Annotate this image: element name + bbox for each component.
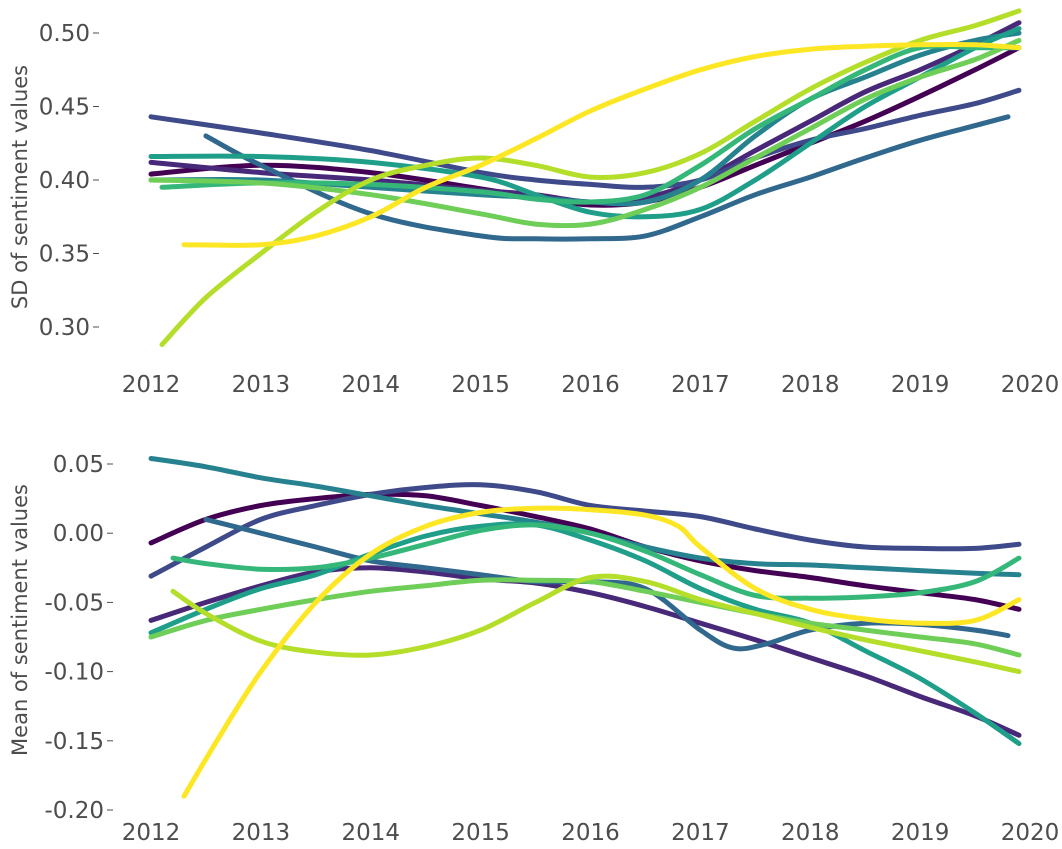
- series-line-8: [148, 577, 1022, 658]
- series-line-6: [148, 521, 1022, 747]
- y-axis-title: Mean of sentiment values: [8, 484, 32, 756]
- x-tick-label: 2013: [232, 372, 291, 398]
- x-tick-label: 2016: [561, 820, 620, 844]
- x-tick-label: 2012: [122, 820, 181, 844]
- chart-panel-2: Mean of sentiment values -0.20 -0.15 -0.10 -…: [8, 452, 1060, 846]
- y-tick-label: -0.10: [44, 660, 104, 686]
- series-line-3: [148, 87, 1022, 190]
- y-tick-label: 0.00: [53, 521, 104, 547]
- x-tick-label: 2014: [341, 372, 400, 398]
- series-line-10: [181, 505, 1022, 799]
- y-tick-label: 0.35: [39, 242, 90, 268]
- x-tick-label: 2017: [671, 820, 730, 844]
- x-tick-label: 2020: [1001, 372, 1060, 398]
- x-tick-label: 2019: [891, 820, 950, 844]
- y-tick-label: -0.20: [44, 798, 104, 824]
- series-line-5: [148, 456, 1022, 578]
- x-tick-label: 2012: [122, 372, 181, 398]
- x-tick-label: 2019: [891, 372, 950, 398]
- x-tick-label: 2015: [451, 372, 510, 398]
- series-line-9: [170, 573, 1022, 675]
- y-tick-label: 0.50: [39, 21, 90, 47]
- series-line-4: [203, 114, 1011, 242]
- x-tick-label: 2014: [341, 820, 400, 844]
- x-tick-label: 2015: [451, 820, 510, 844]
- series-line-7: [170, 522, 1022, 601]
- series-line-2: [148, 565, 1022, 738]
- y-tick-label: -0.15: [44, 729, 104, 755]
- chart-panel-1: SD of sentiment values 0.30 0.35 0.40 0.45 0.…: [8, 8, 1060, 398]
- y-tick-label: 0.45: [39, 95, 90, 121]
- series-line-8: [148, 37, 1022, 229]
- x-tick-label: 2018: [781, 820, 840, 844]
- y-tick-label: 0.05: [53, 452, 104, 478]
- y-tick-label: 0.30: [39, 315, 90, 341]
- x-tick-label: 2017: [671, 372, 730, 398]
- x-tick-label: 2013: [232, 820, 291, 844]
- x-tick-label: 2016: [561, 372, 620, 398]
- series-line-10: [181, 42, 1022, 248]
- x-tick-label: 2020: [1001, 820, 1060, 844]
- series-line-3: [148, 482, 1022, 579]
- y-tick-label: -0.05: [44, 590, 104, 616]
- series-line-2: [148, 20, 1022, 205]
- y-axis-title: SD of sentiment values: [8, 65, 32, 309]
- x-tick-label: 2018: [781, 372, 840, 398]
- series-line-9: [159, 8, 1022, 348]
- y-tick-label: 0.40: [39, 168, 90, 194]
- series-line-1: [148, 491, 1022, 612]
